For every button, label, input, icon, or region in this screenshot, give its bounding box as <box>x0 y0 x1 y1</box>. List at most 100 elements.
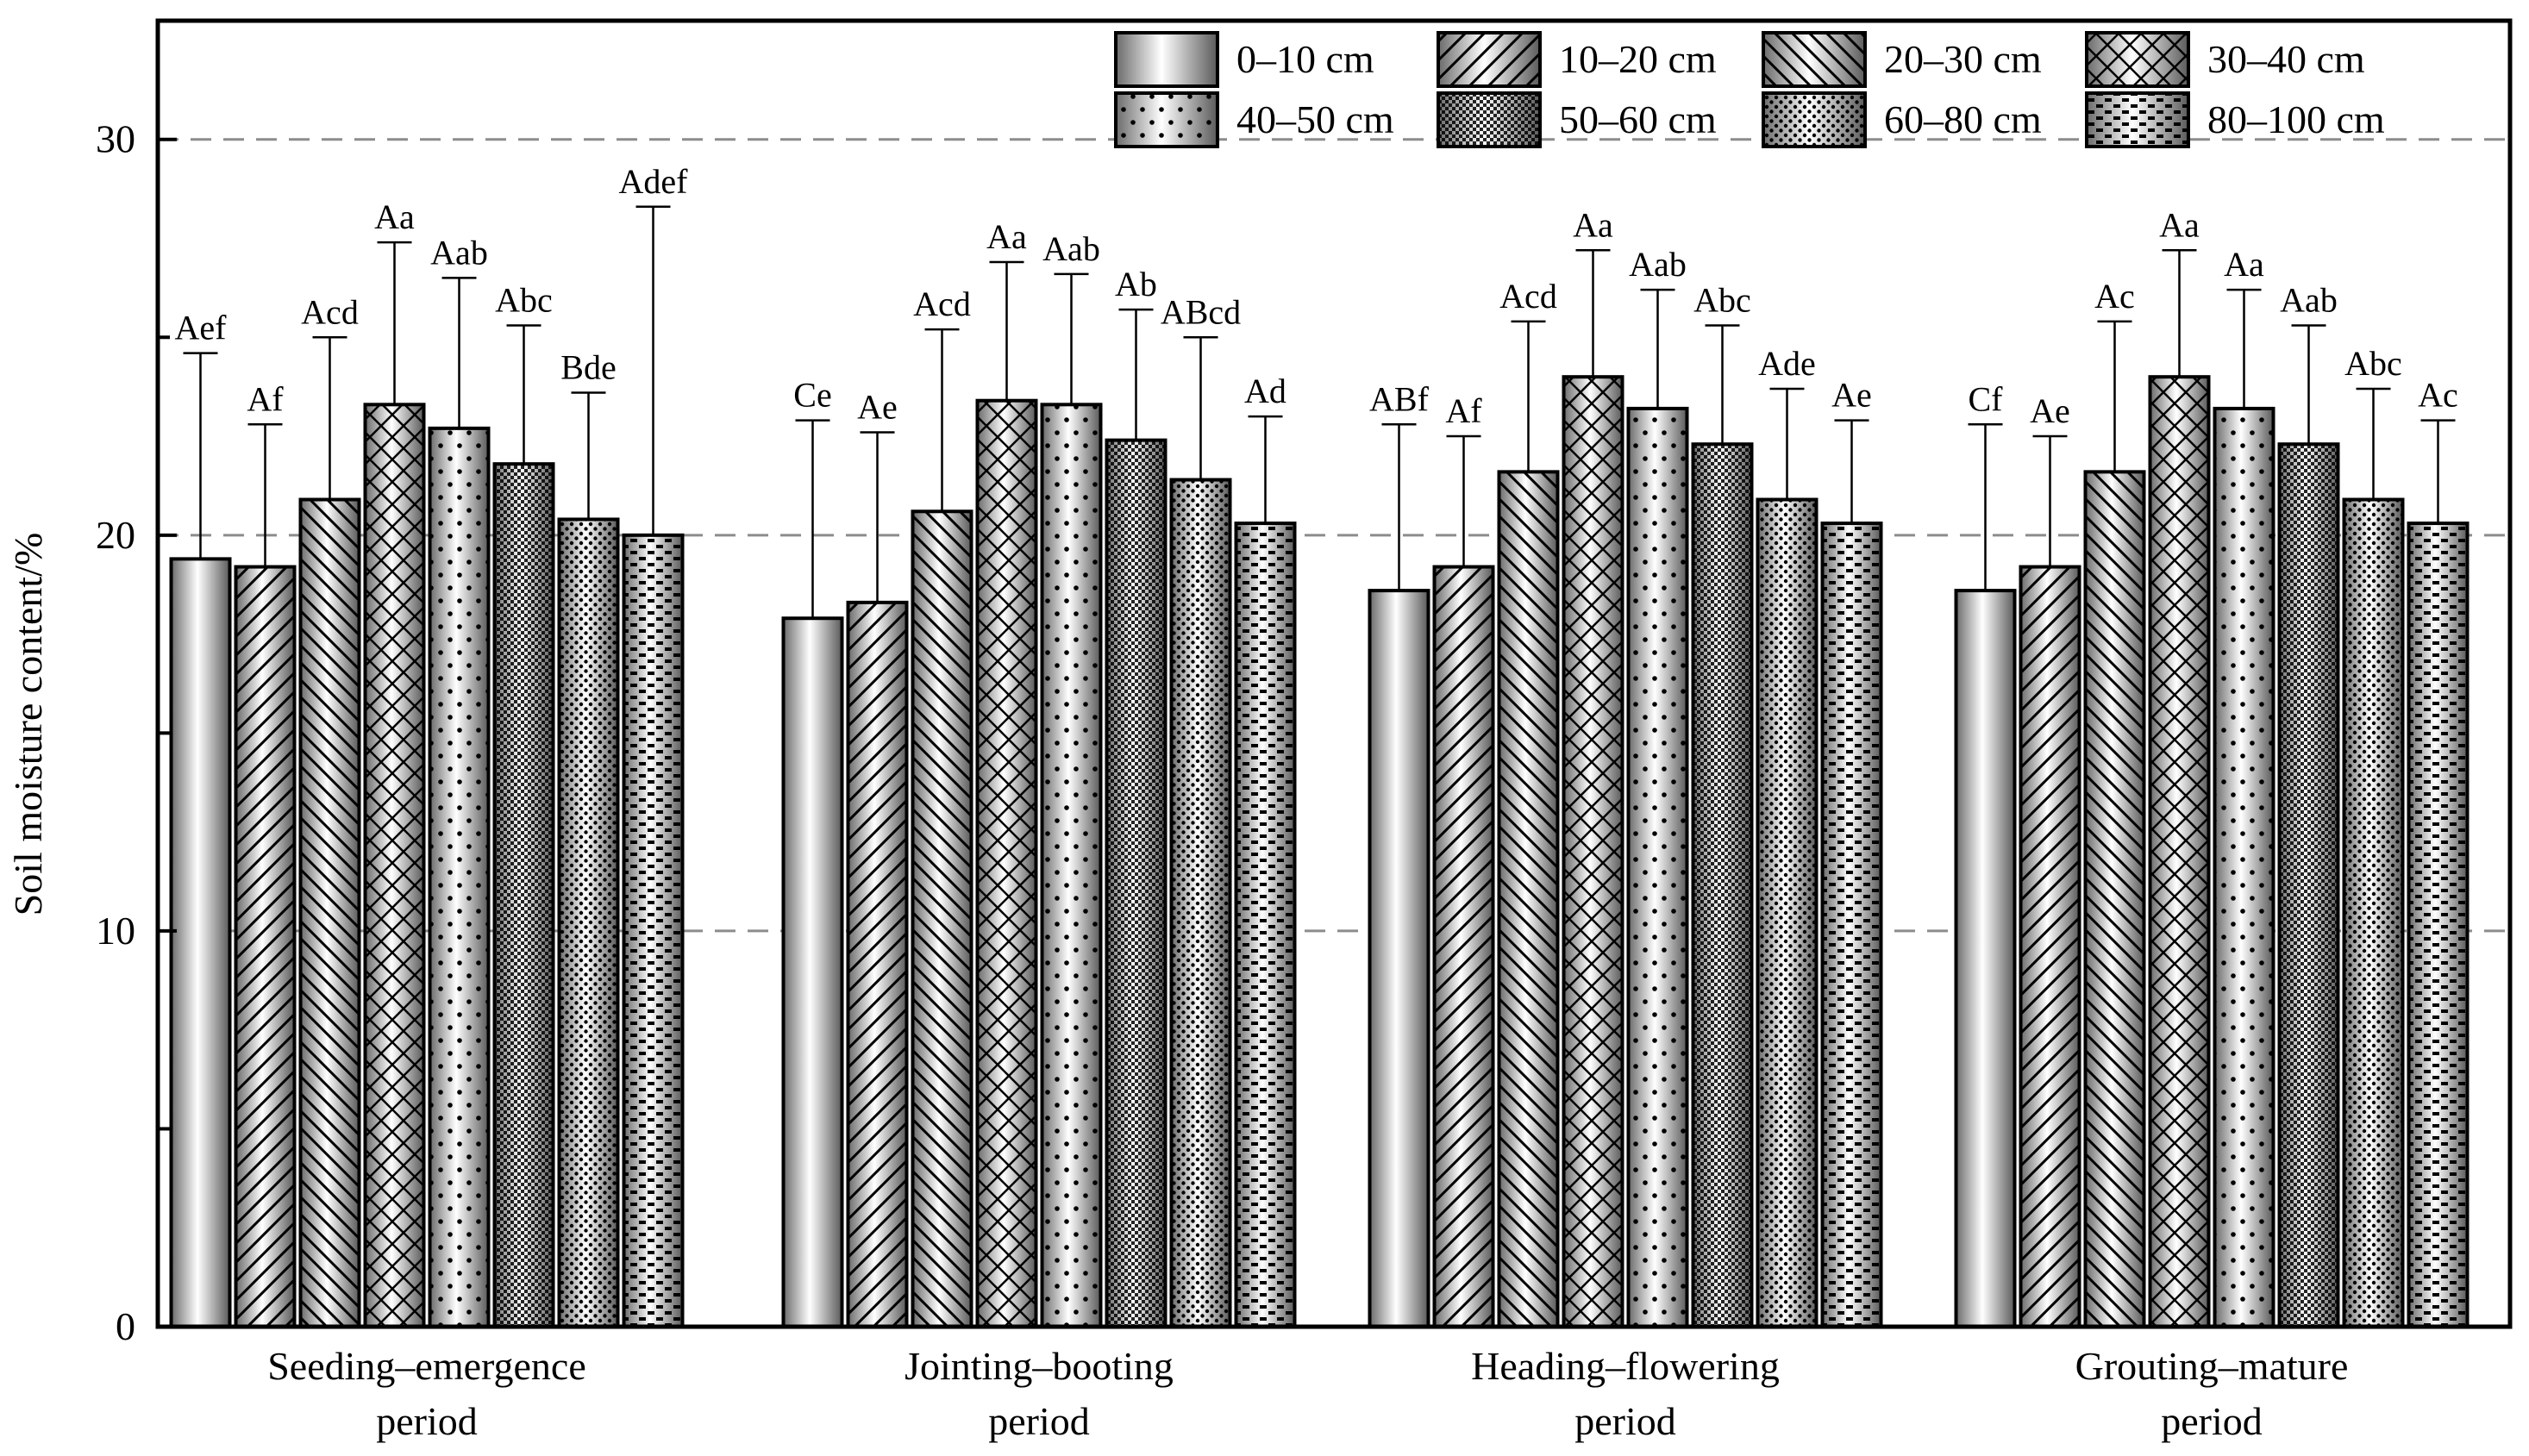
significance-label: ABcd <box>1161 292 1241 331</box>
legend-swatch-pattern <box>1438 33 1540 86</box>
bar-pattern <box>1106 440 1166 1327</box>
significance-label: ABf <box>1369 379 1430 418</box>
bar-pattern <box>235 566 295 1327</box>
significance-label: Abc <box>2344 344 2402 383</box>
significance-label: Abc <box>495 281 553 320</box>
axes: 0 10 20 30 <box>96 18 2513 1348</box>
legend: 0–10 cm 10–20 cm 20–30 cm 30–40 cm 40–50 cm 5… <box>1114 31 2385 148</box>
bar-pattern <box>365 404 424 1328</box>
bar-pattern <box>429 428 489 1327</box>
bar-pattern <box>559 519 618 1327</box>
x-category-label: period <box>376 1399 478 1443</box>
legend-label: 30–40 cm <box>2207 37 2365 81</box>
legend-swatch <box>1114 31 1219 88</box>
significance-label: Bde <box>560 348 616 387</box>
legend-swatch <box>2085 31 2190 88</box>
bar-pattern <box>1171 479 1230 1327</box>
significance-label: Acd <box>1499 277 1557 316</box>
legend-swatch-pattern <box>1116 93 1218 147</box>
significance-label: Ade <box>1758 344 1816 383</box>
x-category-label: Heading–flowering <box>1471 1344 1780 1388</box>
x-category-label: Jointing–booting <box>905 1344 1174 1388</box>
bar-pattern <box>1628 408 1687 1328</box>
bar-fill <box>783 618 842 1327</box>
significance-label: Ab <box>1115 265 1157 303</box>
significance-label: Adef <box>619 162 689 201</box>
legend-label: 0–10 cm <box>1236 37 1374 81</box>
legend-label: 40–50 cm <box>1236 97 1394 141</box>
legend-swatch-pattern <box>2087 33 2188 86</box>
legend-swatch <box>1762 91 1867 148</box>
significance-label: Aab <box>1042 229 1100 268</box>
x-category-label: period <box>1574 1399 1676 1443</box>
significance-label: Aa <box>1573 205 1613 244</box>
x-category-label: Grouting–mature <box>2075 1344 2349 1388</box>
bar-fill <box>1956 591 2015 1327</box>
x-category-label: period <box>988 1399 1090 1443</box>
legend-item: 80–100 cm <box>2085 91 2385 148</box>
significance-label: Ae <box>2030 391 2070 430</box>
significance-label: Aab <box>2280 281 2338 320</box>
significance-label: Ae <box>857 387 898 426</box>
legend-item: 0–10 cm <box>1114 31 1374 88</box>
legend-swatch <box>2085 91 2190 148</box>
significance-label: Aef <box>175 309 228 347</box>
bar-pattern <box>1693 444 1752 1327</box>
bar-fill <box>1369 591 1429 1327</box>
bar-pattern <box>300 499 360 1327</box>
significance-label: Ac <box>2094 277 2135 316</box>
significance-label: Aa <box>2159 205 2200 244</box>
bar-pattern <box>2085 472 2144 1327</box>
significance-label: Ad <box>1244 372 1286 410</box>
legend-swatch <box>1762 31 1867 88</box>
legend-item: 10–20 cm <box>1437 31 1717 88</box>
legend-swatch <box>1114 91 1219 148</box>
legend-item: 20–30 cm <box>1762 31 2042 88</box>
legend-item: 50–60 cm <box>1437 91 1717 148</box>
significance-label: Aab <box>430 233 488 272</box>
legend-swatch-pattern <box>1763 93 1865 147</box>
legend-swatch-pattern <box>1763 33 1865 86</box>
y-axis-label: Soil moisture content/% <box>6 533 50 916</box>
legend-item: 40–50 cm <box>1114 91 1394 148</box>
legend-label: 10–20 cm <box>1559 37 1717 81</box>
legend-swatch-fill <box>1116 33 1218 86</box>
legend-label: 20–30 cm <box>1884 37 2042 81</box>
significance-label: Ce <box>793 376 831 415</box>
bar-pattern <box>1236 523 1295 1327</box>
y-tick-label: 20 <box>96 513 135 557</box>
legend-swatch <box>1437 91 1542 148</box>
bar-pattern <box>2150 377 2209 1327</box>
bar-pattern <box>1042 404 1101 1328</box>
significance-label: Abc <box>1693 281 1751 320</box>
y-tick-label: 30 <box>96 117 135 161</box>
bar-pattern <box>977 400 1036 1327</box>
bar-pattern <box>1822 523 1881 1327</box>
bar-pattern <box>1563 377 1623 1327</box>
bar-pattern <box>2214 408 2274 1328</box>
bar-pattern <box>494 464 554 1327</box>
significance-label: Af <box>247 379 284 418</box>
bar-pattern <box>2279 444 2338 1327</box>
y-tick-label: 10 <box>96 909 135 953</box>
bar-pattern <box>623 534 683 1327</box>
bar-pattern <box>2344 499 2403 1327</box>
bar-pattern <box>2020 566 2080 1327</box>
x-category-label: Seeding–emergence <box>267 1344 586 1388</box>
legend-item: 60–80 cm <box>1762 91 2042 148</box>
legend-label: 50–60 cm <box>1559 97 1717 141</box>
bar-pattern <box>848 602 907 1327</box>
bar-pattern <box>912 511 972 1327</box>
significance-label: Ac <box>2418 376 2458 415</box>
legend-label: 80–100 cm <box>2207 97 2385 141</box>
legend-item: 30–40 cm <box>2085 31 2365 88</box>
bar-pattern <box>1499 472 1558 1327</box>
significance-label: Aa <box>2224 245 2264 284</box>
bar-fill <box>171 559 230 1327</box>
